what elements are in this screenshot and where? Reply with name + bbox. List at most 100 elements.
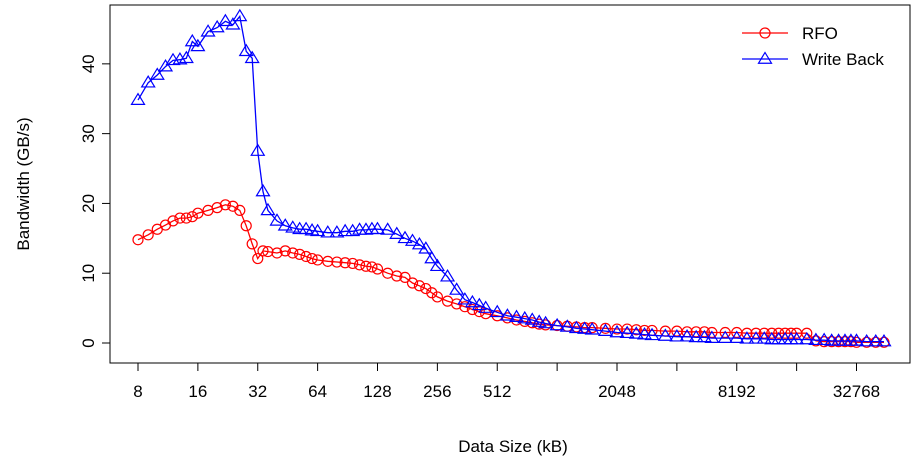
data-point [219,199,231,211]
y-tick-label: 10 [79,264,98,283]
data-point [172,52,188,65]
x-tick-label: 512 [483,382,511,401]
data-point [696,329,712,343]
data-point [549,317,565,331]
series-layer [130,8,892,348]
data-point [157,58,174,72]
data-point [404,233,421,246]
data-point [808,332,824,346]
x-axis: 8 16 32 64 128 256 512 2048 8192 32768 [133,362,880,401]
data-point [260,202,276,216]
plot-frame [109,4,911,364]
data-point [424,250,440,264]
data-point [478,300,494,313]
data-point [411,236,428,250]
data-point [429,258,445,272]
data-point [306,252,318,265]
legend-label: RFO [802,24,838,43]
data-point [517,310,533,324]
data-point [559,319,575,332]
data-point [353,259,366,271]
data-point [190,38,206,52]
data-point [457,292,473,305]
y-axis-title: Bandwidth (GB/s) [14,117,33,250]
data-point [184,33,200,47]
data-point [225,17,241,30]
data-point [619,325,635,339]
data-point [799,331,815,345]
data-point [300,250,312,263]
data-point [859,333,875,347]
data-point [628,326,644,339]
data-point [279,245,291,257]
series-line [137,14,884,343]
y-tick-label: 40 [79,54,98,73]
data-point [644,327,660,341]
data-point [244,50,260,64]
data-point [339,257,351,269]
x-tick-label: 32768 [833,382,880,401]
data-point [597,323,614,336]
data-point [420,282,432,295]
y-axis: 0 10 20 30 40 [79,54,110,348]
data-point [252,252,264,265]
legend: RFO Write Back [742,24,884,69]
y-tick-label: 30 [79,124,98,143]
data-point [380,222,396,235]
data-point [779,327,791,339]
data-point [358,222,374,235]
data-point [277,218,293,231]
data-point [717,330,733,343]
data-point [431,291,443,303]
data-point [876,333,892,347]
x-axis-title: Data Size (kB) [458,437,568,456]
data-point [669,329,685,342]
data-point [789,331,805,345]
legend-label: Write Back [802,50,884,69]
data-point [426,287,438,299]
data-point [369,221,386,235]
y-tick-label: 0 [79,338,98,347]
x-tick-label: 16 [188,382,207,401]
data-point [255,183,271,197]
data-point [630,324,642,336]
data-point [132,234,144,246]
data-point [801,327,813,339]
data-point [418,241,434,254]
data-point [285,220,301,233]
data-point [298,221,314,235]
data-point [262,245,274,258]
data-point [657,328,673,341]
data-point [773,327,785,339]
data-point [371,263,384,275]
data-point [149,67,165,80]
data-point [178,50,194,64]
y-tick-label: 20 [79,194,98,213]
data-point [167,215,179,227]
data-point [165,52,181,66]
data-point [192,207,204,219]
data-point [130,92,146,105]
data-point [331,256,343,268]
data-point [294,248,306,260]
data-point [287,247,299,259]
data-point [329,225,345,238]
data-point [499,308,515,321]
data-point [389,226,405,239]
data-point [366,261,378,273]
data-point [320,225,336,238]
data-point [174,212,186,224]
data-point [322,255,334,267]
data-point [816,332,832,346]
data-point [439,269,456,282]
data-point [636,326,653,340]
data-point [360,260,372,272]
legend-item: Write Back [742,50,884,69]
data-point [688,329,704,343]
data-point [449,282,465,295]
data-point [679,329,695,342]
data-point [568,320,584,334]
x-tick-label: 8192 [718,382,756,401]
